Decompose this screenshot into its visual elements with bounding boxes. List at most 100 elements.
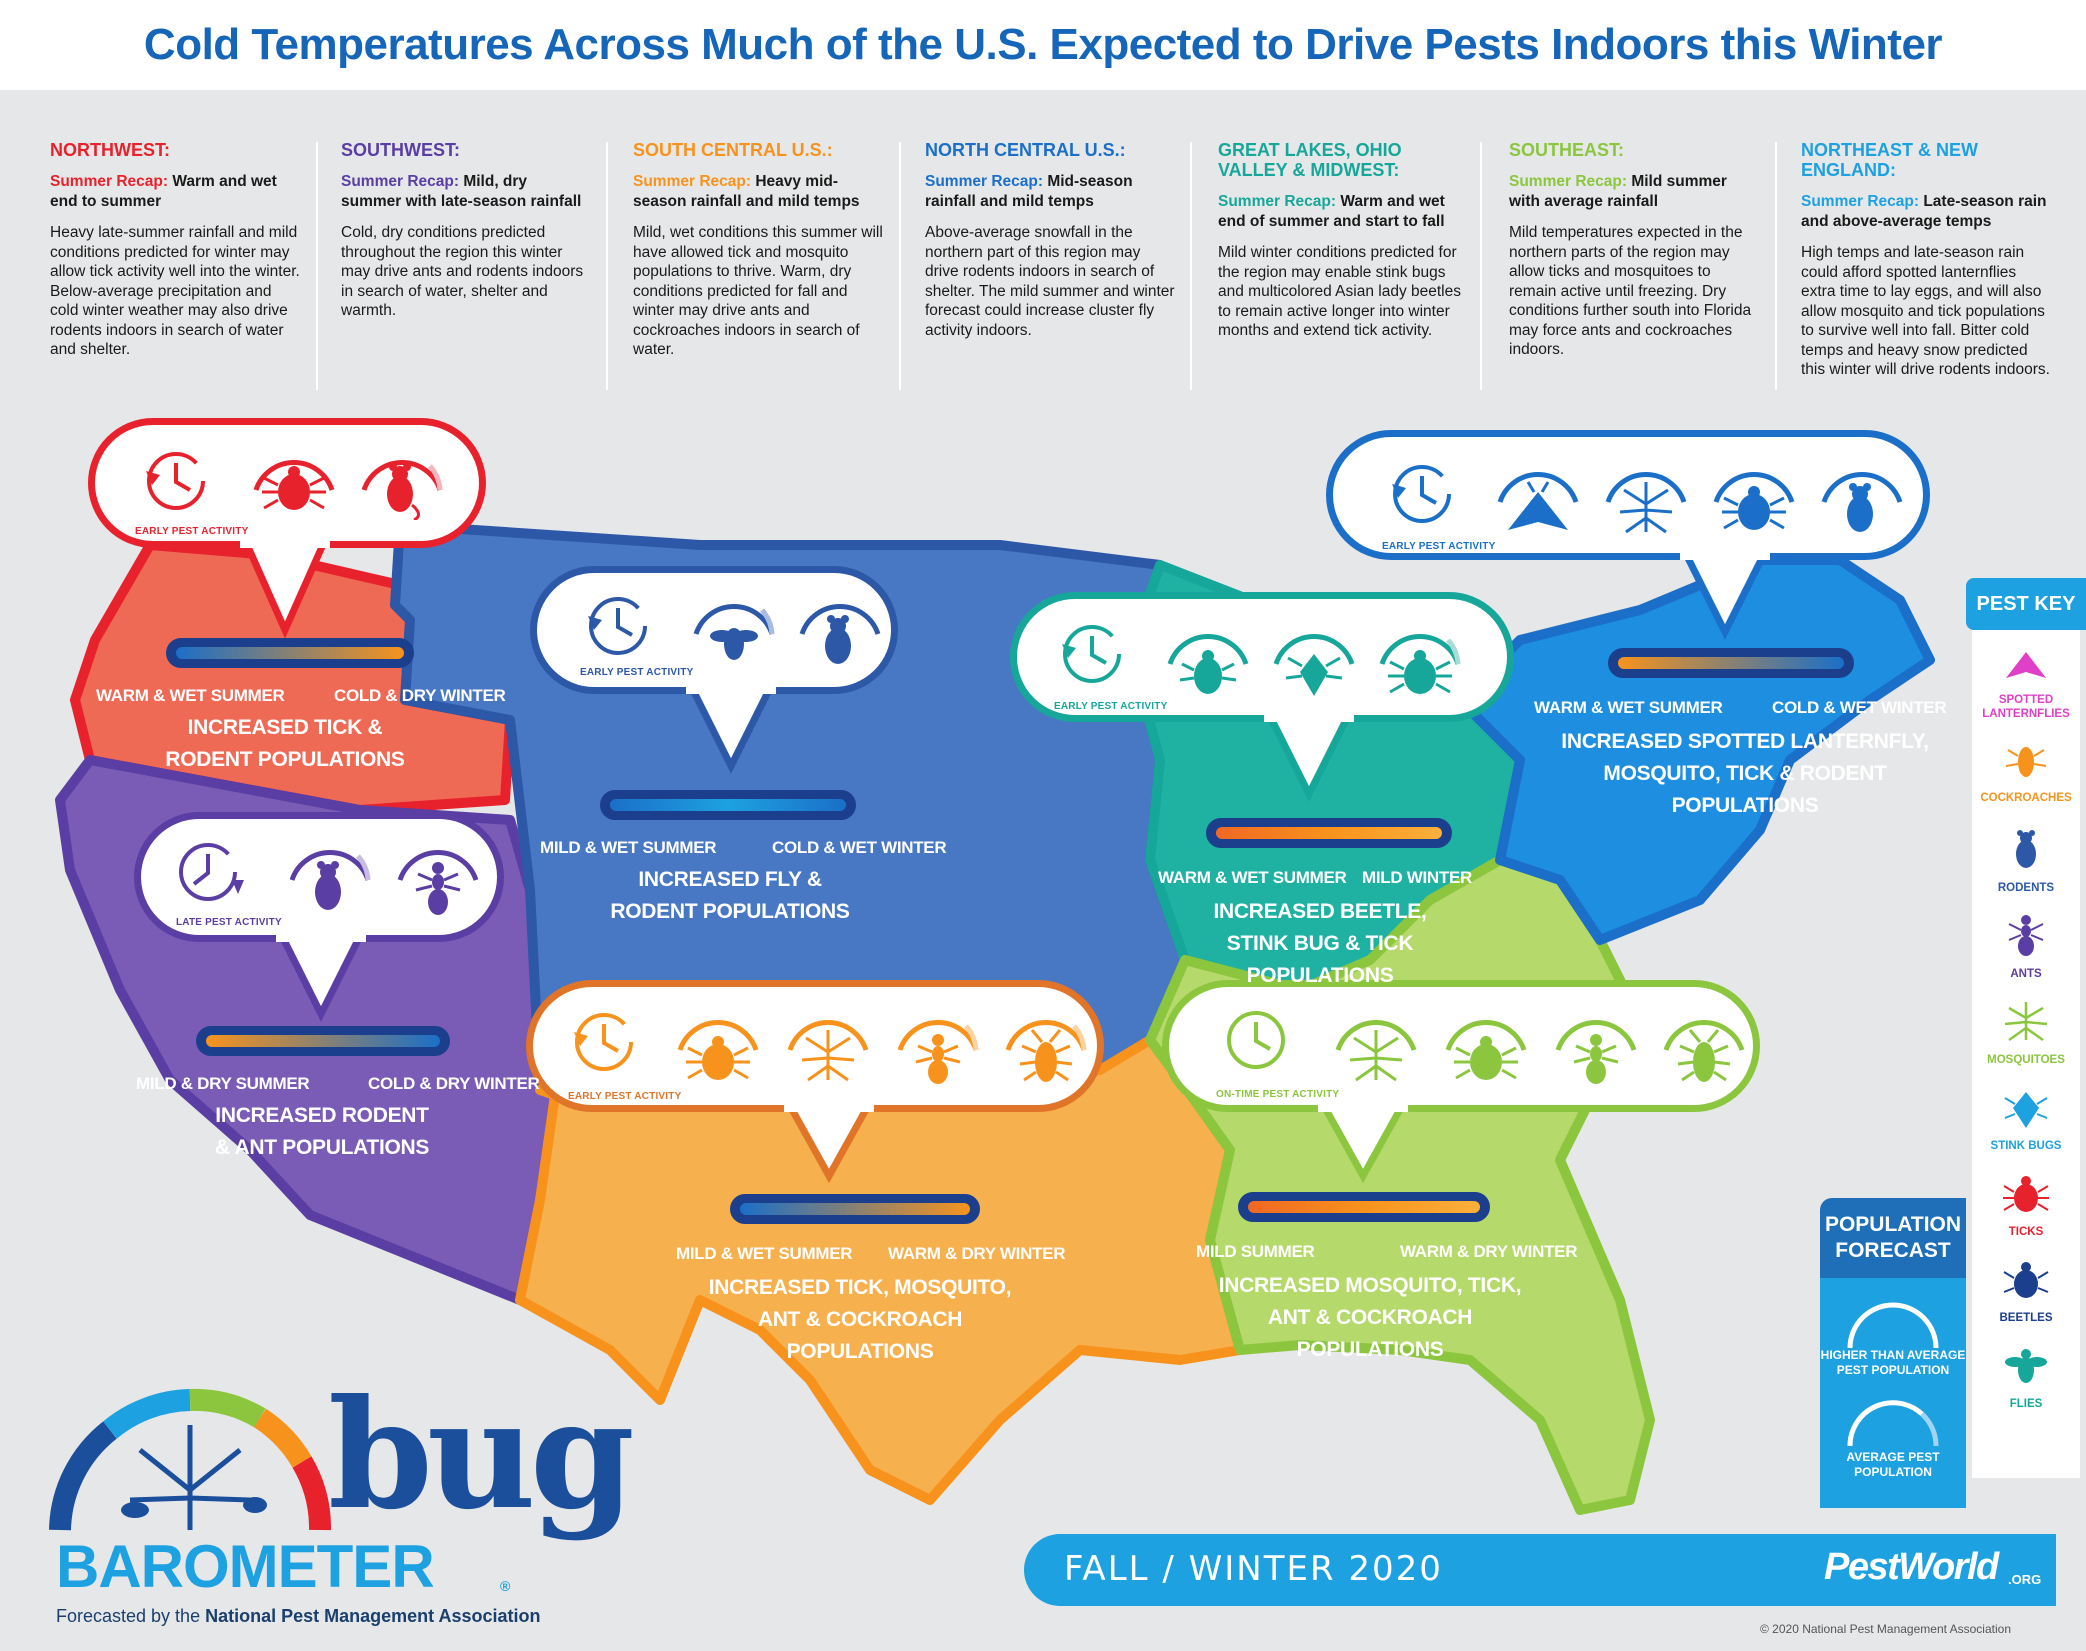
pest-key-item: STINK BUGS (1972, 1084, 2080, 1153)
recap-text: Mid-season rainfall and mild temps (925, 173, 1133, 210)
cockroach-icon (2005, 747, 2047, 777)
recap-label: Summer Recap: (1509, 173, 1628, 190)
pestworld-logo[interactable]: PestWorld (1824, 1546, 1999, 1588)
result-line: INCREASED SPOTTED LANTERNFLY, (1561, 730, 1929, 753)
bubble-tail (276, 934, 366, 1022)
winter-condition: COLD & WET WINTER (772, 838, 947, 857)
result-line: INCREASED FLY & (638, 868, 822, 891)
result-line: INCREASED MOSQUITO, TICK, (1218, 1274, 1522, 1297)
region-north-central: NORTH CENTRAL U.S.: Summer Recap: Mid-se… (925, 140, 1175, 340)
population-forecast-legend: POPULATION FORECAST HIGHER THAN AVERAGE … (1820, 1198, 1966, 1508)
population-bar (1238, 1192, 1490, 1222)
ant-icon (397, 849, 479, 915)
winter-condition: MILD WINTER (1362, 868, 1473, 887)
region-great-lakes: GREAT LAKES, OHIO VALLEY & MIDWEST: Summ… (1218, 140, 1468, 341)
result-line: RODENT POPULATIONS (165, 748, 405, 771)
summer-recap: Summer Recap: Warm and wet end to summer (50, 172, 300, 211)
summer-condition: MILD SUMMER (1196, 1242, 1315, 1261)
pest-key-label: COCKROACHES (1980, 792, 2072, 804)
stink-bug-icon (1273, 633, 1355, 696)
rodent-icon (799, 603, 881, 664)
logo-bug-word: bug (328, 1367, 635, 1543)
region-description: High temps and late-season rain could af… (1801, 244, 2050, 378)
beetle-icon (1167, 633, 1249, 694)
pest-key-item: RODENTS (1972, 826, 2080, 895)
summer-condition: WARM & WET SUMMER (1158, 868, 1347, 887)
divider (316, 142, 318, 390)
population-bar (1608, 648, 1854, 678)
forecast-result: INCREASED RODENT & ANT POPULATIONS (202, 1100, 442, 1164)
region-description: Mild winter conditions predicted for the… (1218, 244, 1461, 339)
tick-icon (1713, 471, 1795, 530)
pestworld-suffix: .ORG (2008, 1572, 2042, 1587)
forecasted-org: National Pest Management Association (205, 1606, 541, 1626)
summer-recap: Summer Recap: Warm and wet end of summer… (1218, 192, 1468, 231)
region-name: SOUTH CENTRAL U.S.: (633, 140, 833, 160)
winter-condition: COLD & WET WINTER (1772, 698, 1947, 717)
clock-icon (1392, 465, 1451, 523)
higher-label: HIGHER THAN AVERAGE PEST POPULATION (1820, 1348, 1966, 1377)
forecast-result: INCREASED FLY & RODENT POPULATIONS (610, 864, 850, 928)
bubble-tail (1264, 714, 1354, 802)
header (0, 0, 2086, 90)
result-line: ANT & COCKROACH POPULATIONS (757, 1308, 963, 1363)
tick-icon (253, 459, 335, 510)
rodent-icon (289, 849, 371, 910)
fly-icon (693, 603, 775, 660)
summer-recap: Summer Recap: Mild summer with average r… (1509, 172, 1759, 211)
mosquito-icon (1335, 1019, 1417, 1082)
bubble-tail (1680, 552, 1770, 640)
forecast-result: INCREASED TICK, MOSQUITO, ANT & COCKROACH… (700, 1272, 1020, 1368)
lanternfly-icon (1497, 471, 1579, 530)
recap-label: Summer Recap: (50, 173, 169, 190)
tick-icon (2003, 1176, 2049, 1212)
recap-text: Warm and wet end to summer (50, 173, 277, 210)
result-line: STINK BUG & TICK POPULATIONS (1226, 932, 1414, 987)
winter-condition: WARM & DRY WINTER (1400, 1242, 1578, 1261)
forecast-result: INCREASED MOSQUITO, TICK, ANT & COCKROACH… (1210, 1270, 1530, 1366)
logo-barometer-word: BAROMETER (56, 1533, 435, 1600)
pest-key-item: BEETLES (1972, 1256, 2080, 1325)
summer-recap: Summer Recap: Heavy mid-season rainfall … (633, 172, 883, 211)
page-title: Cold Temperatures Across Much of the U.S… (143, 20, 1943, 69)
pest-key-item: SPOTTED LANTERNFLIES (1972, 644, 2080, 721)
region-northeast: NORTHEAST & NEW ENGLAND: Summer Recap: L… (1801, 140, 2051, 380)
recap-text: Heavy mid-season rainfall and mild temps (633, 173, 860, 210)
tick-icon (1445, 1019, 1527, 1080)
registered-mark: ® (500, 1578, 511, 1594)
higher-gauge-icon (1847, 1302, 1939, 1349)
divider (1190, 142, 1192, 390)
activity-label: ON-TIME PEST ACTIVITY (1216, 1089, 1340, 1100)
pest-key-item: FLIES (1972, 1342, 2080, 1411)
pest-key: PEST KEY SPOTTED LANTERNFLIES COCKROACHE… (1966, 578, 2086, 1478)
pest-key-label: TICKS (2008, 1226, 2044, 1238)
result-line: INCREASED RODENT (215, 1104, 429, 1127)
divider (899, 142, 901, 390)
average-gauge-icon (1847, 1400, 1939, 1447)
activity-label: EARLY PEST ACTIVITY (568, 1091, 682, 1102)
population-forecast-title: POPULATION FORECAST (1820, 1198, 1966, 1278)
winter-condition: WARM & DRY WINTER (888, 1244, 1066, 1263)
clock-icon (1062, 625, 1121, 683)
ant-icon (897, 1019, 979, 1084)
rodent-icon (2016, 830, 2036, 868)
tick-icon (677, 1019, 759, 1080)
region-name: NORTH CENTRAL U.S.: (925, 140, 1126, 160)
stink-bug-icon (2004, 1092, 2048, 1128)
bubble-tail (784, 1104, 874, 1184)
region-description: Mild, wet conditions this summer will ha… (633, 224, 883, 358)
bubble-tail (686, 686, 776, 774)
region-description: Heavy late-summer rainfall and mild cond… (50, 224, 300, 358)
copyright: © 2020 National Pest Management Associat… (1760, 1622, 2011, 1636)
recap-text: Late-season rain and above-average temps (1801, 193, 2047, 230)
forecasted-prefix: Forecasted by the (56, 1606, 201, 1626)
region-description: Mild temperatures expected in the northe… (1509, 224, 1752, 358)
clock-icon (574, 1013, 633, 1071)
pest-key-title: PEST KEY (1966, 578, 2086, 630)
winter-condition: COLD & DRY WINTER (368, 1074, 540, 1093)
pest-key-list: SPOTTED LANTERNFLIES COCKROACHES RODENTS… (1972, 630, 2080, 1478)
recap-label: Summer Recap: (633, 173, 752, 190)
result-line: ANT & COCKROACH POPULATIONS (1267, 1306, 1473, 1361)
recap-text: Mild, dry summer with late-season rainfa… (341, 173, 582, 210)
